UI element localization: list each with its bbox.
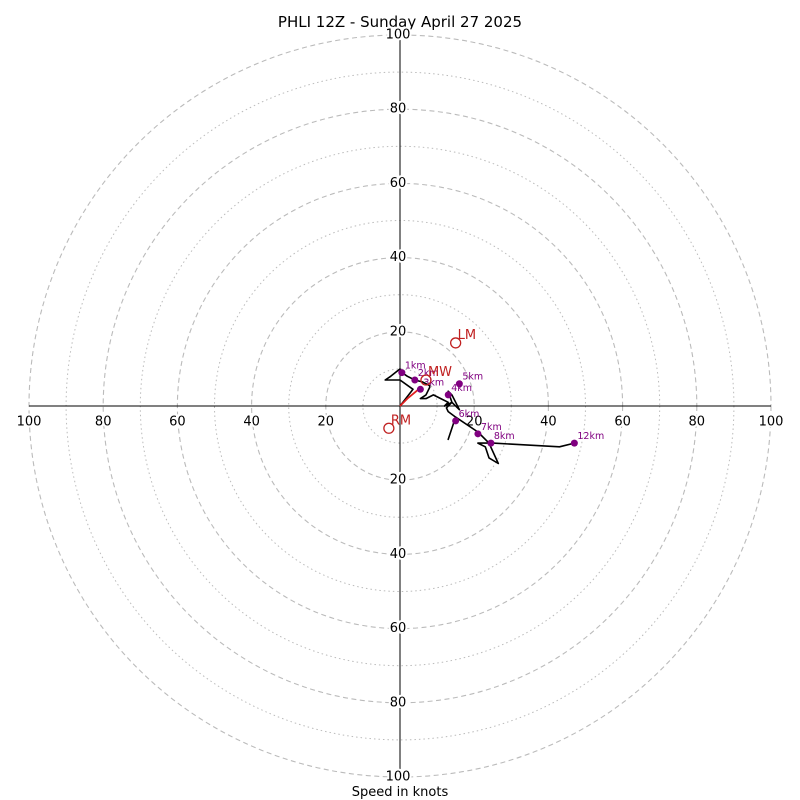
storm-motion-rm-marker xyxy=(383,422,395,434)
height-marker-12km xyxy=(570,439,578,447)
height-label-5km: 5km xyxy=(462,372,483,383)
tick-label-left-100: 100 xyxy=(17,415,42,430)
tick-label-bottom-40: 40 xyxy=(390,547,407,562)
tick-label-right-80: 80 xyxy=(689,415,706,430)
height-label-1km: 1km xyxy=(405,361,426,372)
tick-label-top-100: 100 xyxy=(386,28,411,43)
tick-label-bottom-60: 60 xyxy=(390,621,407,636)
tick-label-right-40: 40 xyxy=(540,415,557,430)
height-label-7km: 7km xyxy=(481,422,502,433)
tick-label-left-60: 60 xyxy=(169,415,186,430)
tick-label-bottom-100: 100 xyxy=(386,770,411,785)
storm-motion-mw-marker xyxy=(420,374,432,386)
tick-label-top-60: 60 xyxy=(390,176,407,191)
tick-label-bottom-20: 20 xyxy=(390,473,407,488)
tick-label-left-40: 40 xyxy=(243,415,260,430)
height-label-8km: 8km xyxy=(494,431,515,442)
height-marker-1km xyxy=(398,369,406,377)
x-axis-label: Speed in knots xyxy=(352,785,449,800)
height-marker-7km xyxy=(474,430,482,438)
storm-motion-mw-label: MW xyxy=(428,365,452,380)
height-marker-4km xyxy=(444,391,452,399)
tick-label-left-80: 80 xyxy=(95,415,112,430)
storm-motion-markers: LM MW RM xyxy=(383,328,476,434)
height-marker-8km xyxy=(487,439,495,447)
tick-label-top-40: 40 xyxy=(390,250,407,265)
storm-motion-lm-marker xyxy=(449,337,462,349)
storm-motion-lm-label: LM xyxy=(458,328,476,343)
height-label-12km: 12km xyxy=(577,431,604,442)
storm-motion-rm-label: RM xyxy=(391,413,411,428)
tick-label-left-20: 20 xyxy=(318,415,335,430)
height-marker-2km xyxy=(411,376,419,384)
tick-label-right-60: 60 xyxy=(614,415,631,430)
height-label-2km: 2km xyxy=(418,368,439,379)
height-label-3km: 3km xyxy=(423,377,444,388)
chart-title: PHLI 12Z - Sunday April 27 2025 xyxy=(278,13,522,31)
height-marker-5km xyxy=(455,380,463,388)
height-marker-6km xyxy=(452,417,460,425)
tick-label-bottom-80: 80 xyxy=(390,695,407,710)
height-label-4km: 4km xyxy=(451,383,472,394)
tick-label-top-80: 80 xyxy=(390,102,407,117)
height-label-6km: 6km xyxy=(459,409,480,420)
tick-label-right-100: 100 xyxy=(759,415,784,430)
lowlevel-trace-segment xyxy=(399,388,420,407)
height-marker-3km xyxy=(416,385,424,393)
tick-label-top-20: 20 xyxy=(390,324,407,339)
